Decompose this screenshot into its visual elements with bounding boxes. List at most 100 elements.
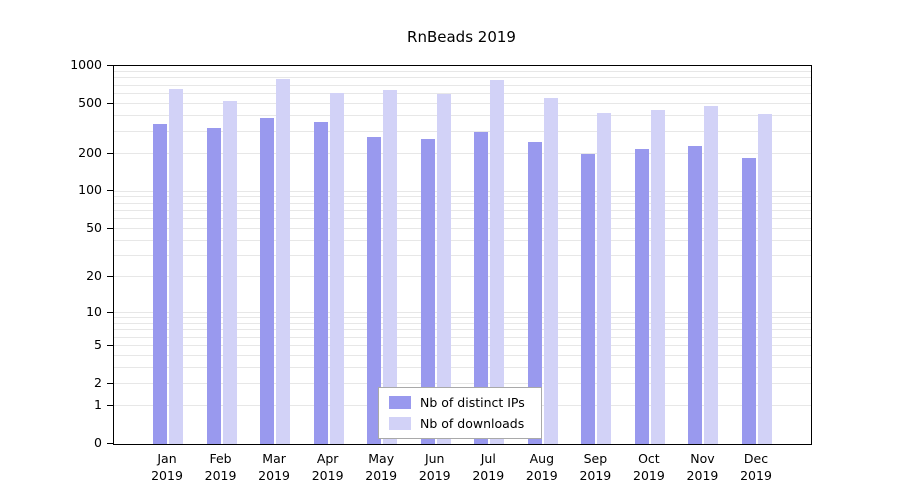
gridline (114, 317, 811, 319)
y-tick-label: 20 (86, 268, 102, 284)
x-tick-month: Jan (157, 451, 177, 466)
bar-distinct-ips (527, 141, 542, 444)
x-tick-year: 2019 (740, 468, 772, 483)
y-tick-mark (107, 190, 113, 192)
x-tick-month: Aug (529, 451, 555, 466)
y-tick-mark (107, 65, 113, 66)
y-tick-mark (107, 102, 113, 104)
gridline (114, 344, 811, 346)
x-tick-label: Dec 2019 (726, 450, 786, 484)
y-tick-mark (107, 344, 113, 346)
y-tick-label: 2 (94, 374, 102, 390)
legend-label-distinct-ips: Nb of distinct IPs (420, 395, 525, 410)
bar-distinct-ips (153, 124, 167, 444)
y-tick-mark (107, 443, 113, 444)
x-tick-label: Feb 2019 (191, 450, 251, 484)
bar-distinct-ips (313, 121, 328, 444)
bar-distinct-ips (634, 148, 649, 444)
gridline (114, 209, 811, 211)
bar-distinct-ips (206, 128, 221, 444)
bar-downloads (758, 114, 772, 444)
y-tick-label: 1000 (70, 57, 102, 72)
y-tick-label: 200 (78, 144, 102, 160)
legend-swatch-distinct-ips (389, 396, 411, 409)
bar-distinct-ips (742, 158, 756, 444)
x-tick-month: Apr (316, 451, 339, 466)
x-tick-year: 2019 (686, 468, 719, 483)
x-tick-year: 2019 (418, 468, 451, 483)
bar-downloads (490, 80, 505, 444)
gridline (114, 152, 811, 154)
x-tick-year: 2019 (633, 468, 665, 483)
x-tick-label: Jul 2019 (458, 450, 518, 484)
x-tick-label: May 2019 (351, 450, 411, 484)
gridline (114, 367, 811, 369)
gridline (114, 196, 811, 198)
x-tick-label: Jan 2019 (137, 450, 197, 484)
x-tick-year: 2019 (151, 468, 183, 483)
y-tick-label: 100 (78, 182, 102, 198)
x-tick-month: Nov (690, 451, 715, 466)
x-tick-month: Dec (743, 451, 769, 466)
gridline (114, 311, 811, 313)
x-tick-month: Sep (583, 451, 608, 466)
x-tick-year: 2019 (579, 468, 612, 483)
gridline (114, 218, 811, 220)
bar-downloads (436, 94, 451, 444)
y-tick-mark (107, 227, 113, 229)
chart-title: RnBeads 2019 (407, 28, 516, 46)
gridline (114, 239, 811, 241)
gridline (114, 354, 811, 356)
x-tick-month: Jun (424, 451, 445, 466)
gridline (114, 276, 811, 278)
bar-downloads (650, 109, 665, 444)
x-tick-year: 2019 (311, 468, 344, 483)
y-tick-label: 1 (94, 397, 102, 413)
legend-item-downloads: Nb of downloads (389, 416, 525, 431)
y-tick-mark (107, 382, 113, 384)
bar-downloads (169, 88, 183, 444)
x-tick-label: Aug 2019 (512, 450, 572, 484)
bar-downloads (222, 101, 237, 444)
gridline (114, 130, 811, 132)
legend-label-downloads: Nb of downloads (420, 416, 525, 431)
gridline (114, 115, 811, 117)
gridline (114, 92, 811, 94)
gridline (114, 190, 811, 192)
bar-downloads (383, 90, 398, 444)
x-tick-label: Mar 2019 (244, 450, 304, 484)
x-tick-year: 2019 (525, 468, 558, 483)
y-tick-label: 10 (86, 303, 102, 319)
x-tick-month: Jul (480, 451, 496, 466)
x-tick-month: May (368, 451, 395, 466)
y-tick-label: 5 (94, 336, 102, 352)
legend: Nb of distinct IPs Nb of downloads (378, 387, 542, 439)
x-tick-year: 2019 (365, 468, 398, 483)
x-tick-month: Oct (638, 451, 660, 466)
legend-swatch-downloads (389, 417, 411, 430)
x-tick-year: 2019 (258, 468, 290, 483)
gridline (114, 382, 811, 384)
x-tick-label: Oct 2019 (619, 450, 679, 484)
bar-downloads (276, 79, 291, 444)
x-tick-month: Mar (262, 451, 286, 466)
bar-distinct-ips (420, 138, 435, 444)
y-tick-label: 50 (86, 219, 102, 235)
gridline (114, 255, 811, 257)
bar-distinct-ips (367, 136, 382, 444)
x-tick-label: Nov 2019 (672, 450, 732, 484)
bar-distinct-ips (581, 153, 596, 444)
plot-area (113, 65, 812, 445)
gridline (114, 322, 811, 324)
gridline (114, 77, 811, 79)
y-tick-mark (107, 311, 113, 313)
gridline (114, 84, 811, 86)
x-tick-label: Jun 2019 (405, 450, 465, 484)
gridline (114, 70, 811, 72)
x-tick-label: Sep 2019 (565, 450, 625, 484)
gridline (114, 102, 811, 104)
y-tick-mark (107, 276, 113, 278)
bar-distinct-ips (260, 118, 275, 444)
gridline (114, 202, 811, 204)
